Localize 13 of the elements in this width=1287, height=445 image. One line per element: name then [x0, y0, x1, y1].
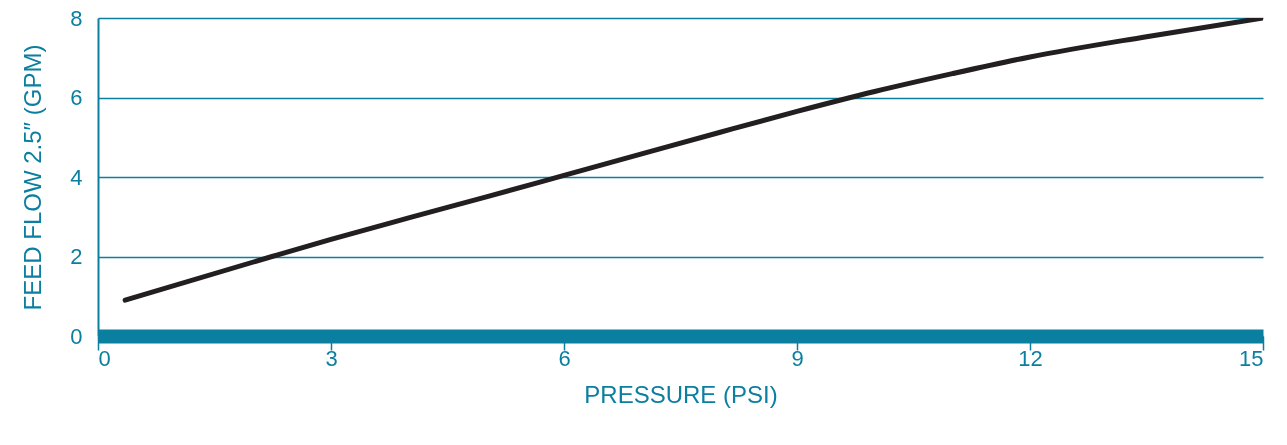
x-tick-label: 0	[98, 345, 111, 371]
y-tick-label: 0	[70, 323, 83, 349]
x-tick-label: 12	[1018, 345, 1043, 371]
x-tick-label: 15	[1239, 345, 1264, 371]
x-tick-label: 3	[325, 345, 338, 371]
x-tick-label: 6	[558, 345, 571, 371]
y-tick-label: 2	[70, 244, 83, 269]
y-tick-label: 8	[70, 5, 83, 31]
y-tick-label: 4	[70, 164, 83, 190]
y-tick-label: 6	[70, 85, 83, 110]
y-axis-title: FEED FLOW 2.5″ (GPM)	[19, 44, 47, 311]
x-tick-label: 9	[791, 345, 804, 371]
x-axis-title: PRESSURE (PSI)	[584, 380, 778, 408]
